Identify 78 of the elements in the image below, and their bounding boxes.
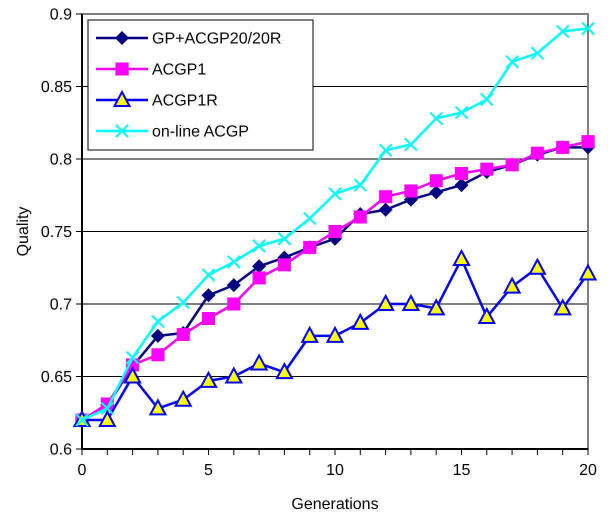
point: [354, 210, 367, 224]
point: [554, 299, 572, 316]
point: [328, 186, 342, 201]
point: [225, 368, 242, 384]
point: [428, 299, 445, 316]
point: [250, 354, 268, 370]
point: [202, 312, 215, 325]
point: [478, 308, 496, 324]
x-tick-label: 20: [579, 462, 597, 479]
point: [430, 174, 443, 188]
x-tick-label: 5: [204, 462, 214, 479]
point: [149, 399, 166, 416]
y-tick-label: 0.7: [50, 296, 72, 314]
point: [379, 190, 392, 204]
point: [202, 268, 216, 282]
point: [126, 350, 140, 365]
legend-label: on-line ACGP: [152, 124, 249, 141]
x-tick-label: 0: [78, 462, 87, 479]
point: [353, 178, 368, 192]
point: [124, 368, 142, 384]
point: [480, 92, 494, 107]
point: [150, 314, 165, 328]
point: [328, 225, 342, 238]
point: [454, 178, 468, 192]
x-tick-label: 10: [326, 462, 344, 479]
point: [202, 288, 216, 302]
point: [326, 326, 344, 343]
point: [98, 411, 116, 427]
point: [581, 22, 595, 36]
point: [226, 254, 241, 269]
point: [151, 348, 164, 362]
point: [352, 314, 369, 330]
point: [377, 295, 394, 311]
point: [504, 278, 521, 294]
point: [252, 271, 266, 284]
x-axis-title: Generations: [291, 496, 379, 513]
point: [277, 232, 292, 246]
point: [582, 135, 594, 148]
point: [200, 372, 217, 388]
point: [174, 390, 192, 407]
y-tick-label: 0.9: [50, 6, 72, 24]
point: [378, 202, 393, 217]
y-axis-title: Quality: [15, 206, 32, 256]
y-tick-label: 0.8: [50, 152, 72, 169]
y-tick-label: 0.6: [50, 442, 72, 459]
point: [453, 250, 470, 266]
point: [378, 143, 393, 158]
point: [301, 326, 318, 343]
point: [429, 111, 444, 126]
y-tick-label: 0.75: [40, 224, 72, 242]
point: [530, 46, 544, 60]
point: [276, 363, 293, 380]
point: [429, 185, 444, 200]
y-tick-label: 0.85: [40, 79, 72, 96]
point: [528, 258, 546, 275]
legend-label: ACGP1R: [152, 92, 218, 110]
point: [454, 106, 468, 120]
point: [278, 258, 291, 272]
point: [505, 54, 520, 69]
point: [227, 298, 240, 310]
point: [580, 264, 596, 281]
point: [226, 278, 241, 292]
y-tick-label: 0.65: [40, 369, 72, 386]
point: [302, 211, 317, 226]
point: [150, 328, 165, 343]
point: [404, 184, 418, 198]
point: [455, 167, 468, 180]
legend-label: ACGP1: [152, 62, 206, 79]
point: [252, 239, 266, 253]
x-tick-label: 15: [452, 462, 470, 479]
point: [556, 24, 570, 38]
legend-label: GP+ACGP20/20R: [152, 30, 282, 48]
point: [402, 295, 420, 311]
point: [252, 259, 266, 274]
point: [100, 401, 114, 416]
point: [480, 162, 494, 176]
point: [404, 138, 418, 152]
point: [176, 296, 190, 310]
